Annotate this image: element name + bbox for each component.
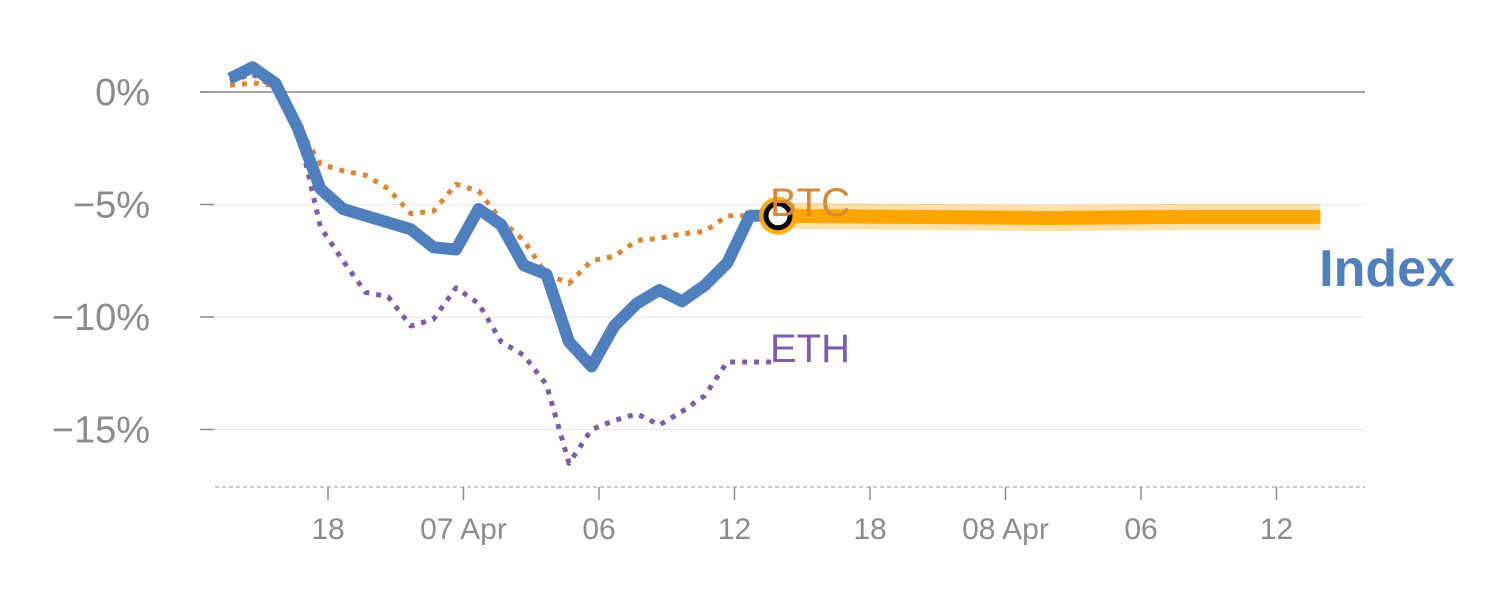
series-label-btc: BTC (770, 181, 850, 225)
series-line-eth (229, 71, 773, 466)
x-tick-label-1: 07 Apr (420, 513, 507, 546)
y-tick-label-0: 0% (95, 72, 150, 114)
y-tick-label-3: −15% (52, 410, 150, 452)
y-tick-label-1: −5% (73, 185, 150, 227)
x-tick-label-7: 12 (1260, 513, 1293, 546)
series-label-index: Index (1319, 240, 1455, 298)
current-value-marker (763, 201, 793, 231)
series-label-eth: ETH (770, 327, 850, 371)
series-line-btc (229, 80, 773, 286)
axis-layer: 0% −5% −10% −15% 18 07 Apr 06 12 18 08 Apr 06 12 (52, 72, 1365, 546)
x-tick-label-4: 18 (853, 513, 886, 546)
projection-band (777, 208, 1321, 226)
y-tick-label-2: −10% (52, 297, 150, 339)
series-layer (227, 61, 1321, 466)
label-layer: BTC ETH Index (770, 181, 1455, 371)
series-line-index (227, 61, 773, 373)
grid-layer (200, 91, 1365, 430)
x-tick-label-2: 06 (582, 513, 615, 546)
x-tick-label-3: 12 (718, 513, 751, 546)
x-tick-label-0: 18 (311, 513, 344, 546)
x-tick-label-5: 08 Apr (962, 513, 1049, 546)
x-tick-label-6: 06 (1124, 513, 1157, 546)
